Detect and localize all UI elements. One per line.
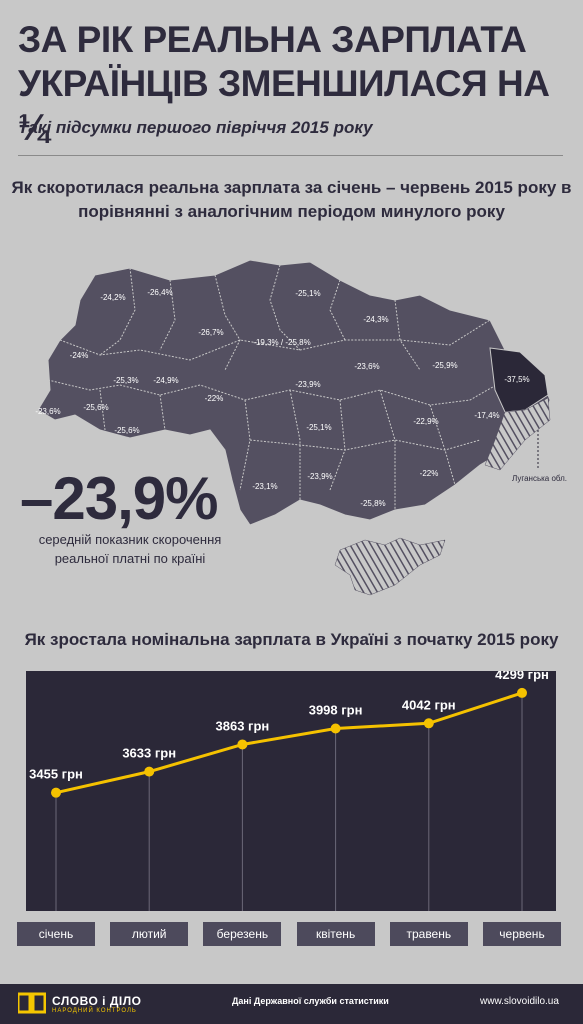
data-label: 3998 грн: [309, 703, 363, 718]
region-label: -25,9%: [432, 361, 457, 370]
region-label: -23,6%: [354, 362, 379, 371]
average-value: –23,9%: [20, 465, 218, 532]
page-title: ЗА РІК РЕАЛЬНА ЗАРПЛАТА УКРАЇНЦІВ ЗМЕНШИ…: [18, 19, 550, 148]
data-point: [330, 723, 341, 734]
region-label: -23,6%: [35, 407, 60, 416]
region-label: -25,6%: [83, 403, 108, 412]
region-label: -24%: [70, 351, 89, 360]
region-label: -25,3%: [113, 376, 138, 385]
crimea: [334, 537, 446, 596]
lugansk-region: [489, 347, 549, 413]
region-label: -24,9%: [153, 376, 178, 385]
month-label: червень: [483, 922, 561, 946]
site-link[interactable]: www.slovoidilo.ua: [480, 996, 559, 1007]
region-label: -23,9%: [295, 380, 320, 389]
region-label: -37,5%: [504, 375, 529, 384]
region-label: -25,6%: [114, 426, 139, 435]
region-label: -23,9%: [307, 472, 332, 481]
data-label: 4042 грн: [402, 697, 456, 712]
data-point: [423, 718, 434, 729]
footer: [0, 984, 583, 1024]
ukraine-map: -24,2% -26,4% -25,1% -24,3% -24% -26,7% -19,3%…: [35, 259, 551, 596]
occupied-east: [484, 397, 551, 471]
data-point: [517, 687, 527, 698]
month-label: травень: [389, 922, 468, 946]
source-text: Дані Державної служби статистики: [232, 996, 389, 1006]
region-label: -22%: [420, 469, 439, 478]
salary-line-chart: 3455 грн 3633 грн 3863 грн 3998 грн 4042 грн…: [26, 671, 556, 911]
lugansk-label: Луганська обл.: [512, 474, 568, 483]
month-label: лютий: [110, 922, 189, 946]
region-label: -22,9%: [413, 417, 438, 426]
region-labels: -24,2% -26,4% -25,1% -24,3% -24% -26,7% -19,3%…: [35, 288, 529, 508]
region-borders: [47, 264, 506, 510]
region-label: -24,3%: [363, 315, 388, 324]
ukraine-outline: [37, 259, 551, 526]
data-label: 3455 грн: [29, 767, 83, 782]
logo-text: СЛОВО і ДІЛО: [52, 994, 142, 1008]
data-point: [237, 739, 248, 750]
region-label: -25,1%: [306, 423, 331, 432]
logo-icon: [18, 992, 46, 1014]
page-subtitle: Такі підсумки першого півріччя 2015 року: [18, 118, 373, 137]
month-axis: січень лютий березень квітень травень червень: [17, 922, 561, 946]
data-point: [144, 766, 155, 777]
region-label: -26,4%: [147, 288, 172, 297]
data-label: 3633 грн: [122, 746, 176, 761]
month-label: квітень: [296, 922, 375, 946]
region-label: -26,7%: [198, 328, 223, 337]
region-label: -25,1%: [295, 289, 320, 298]
data-point: [51, 787, 61, 798]
series-line: [55, 691, 523, 795]
month-label: березень: [203, 922, 282, 946]
divider: [18, 155, 563, 156]
region-label: -23,1%: [252, 482, 277, 491]
average-description: середній показник скорочення реальної пл…: [38, 532, 222, 566]
region-label: -25,8%: [360, 499, 385, 508]
data-label: 3863 грн: [216, 718, 270, 733]
chart-title: Як зростала номінальна зарплата в Україн…: [24, 630, 559, 649]
region-label: -24,2%: [100, 293, 125, 302]
data-label: 4299 грн: [495, 671, 549, 682]
month-label: січень: [17, 922, 95, 946]
region-label: -22%: [205, 394, 224, 403]
map-title: Як скоротилася реальна зарплата за січен…: [11, 178, 572, 221]
logo-subtext: НАРОДНИЙ КОНТРОЛЬ: [52, 1008, 137, 1014]
region-label: -17,4%: [474, 411, 499, 420]
region-label: -19,3% / -25,8%: [253, 338, 310, 347]
